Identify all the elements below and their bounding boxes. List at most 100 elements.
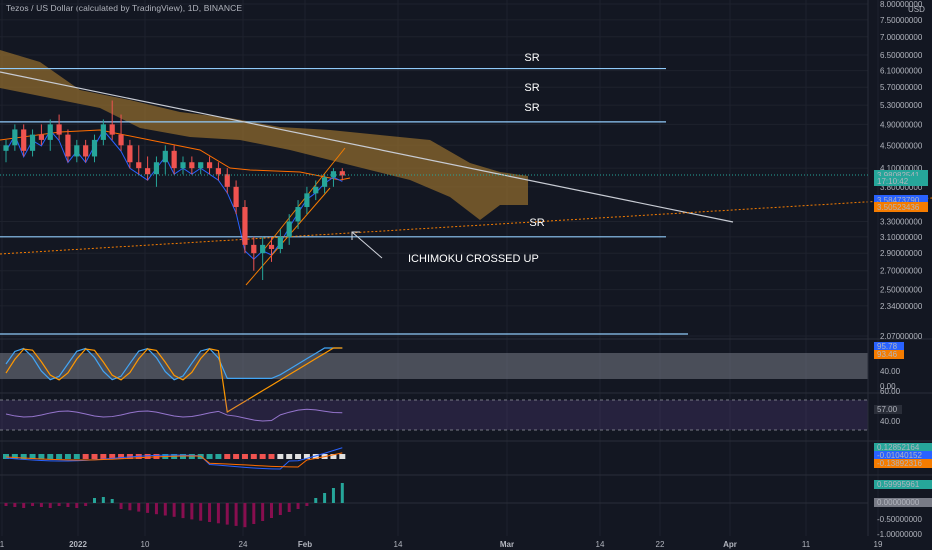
macd-bar [295,454,302,459]
macd-bar [3,454,9,459]
hist-bar [31,503,35,506]
time-tick: 10 [141,540,150,549]
price-tick: 2.50000000 [880,286,923,295]
macd-bar [303,454,310,459]
price-tick: 2.90000000 [880,249,923,258]
indicator-panes [0,338,932,528]
candle-body [224,174,230,187]
candle-body [56,124,62,135]
price-badge [874,195,928,205]
hist-bar [146,503,150,513]
candle-body [251,244,257,254]
ind-badge [874,451,932,460]
candles[interactable] [3,100,345,281]
time-tick: Feb [298,540,312,549]
ind-badge-label: -0.01040152 [877,451,922,460]
hist-bar [84,503,88,506]
chart-title: Tezos / US Dollar (calculated by Trading… [6,3,243,13]
macd-bar [20,454,27,459]
time-tick: 19 [874,540,883,549]
hist-bar [331,488,335,503]
macd-bar [241,454,248,459]
sr-label: SR [524,52,539,64]
annotations: SR SR SR SR ICHIMOKU CROSSED UP [408,52,545,265]
ind-badge-label: 0.12852164 [877,443,920,452]
rsi-line [5,408,343,422]
hist-bar [75,503,79,508]
hist-bar [278,503,282,515]
price-badge [874,176,928,186]
candle-body [242,207,248,245]
hist-bar [323,493,327,503]
candle-body [233,186,239,208]
macd-bar [91,454,98,459]
candle-body [153,162,160,175]
sr-lines [0,67,688,335]
macd-line [5,447,343,470]
macd-bar [56,454,63,459]
hist-bar [57,503,61,506]
price-tick: 2.70000000 [880,267,923,276]
price-tick: 7.00000000 [880,33,923,42]
ind-tick: -0.50000000 [877,515,922,524]
candle-body [295,207,301,222]
price-badge-label: 3.98082541 [877,171,920,180]
candle-body [304,193,310,208]
hist-bar [181,503,185,519]
candle-body [260,244,266,254]
macd-bar [339,454,346,459]
candle-body [38,134,44,140]
hist-bar [137,503,141,512]
time-tick: 22 [656,540,665,549]
sr-label: SR [524,82,539,94]
hist-bar [243,503,247,528]
macd-bar [29,454,36,459]
ind-badge [874,459,932,468]
macd-bar [38,454,45,459]
rsi-band [0,400,868,430]
arrow-head [351,231,360,240]
price-tick: 2.34000000 [880,302,923,311]
macd-bar [206,454,213,459]
time-tick: 1 [0,540,5,549]
ind-badge-label: 0.00000000 [877,498,920,507]
macd-bar [312,454,319,459]
hist-bar [119,503,123,509]
candle-body [277,236,283,250]
candle-body [322,177,328,187]
hist-bar [101,497,105,503]
time-tick: Mar [500,540,514,549]
hist-bar [234,503,238,526]
hist-bar [261,503,265,521]
ind-badge [874,480,932,489]
hist-bar [314,498,318,503]
time-axis[interactable]: 1 2022 10 24 Feb 14 Mar 14 22 Apr 11 19 [0,540,883,549]
macd-bar [100,454,107,459]
price-badge-label: 17:10:42 [877,177,909,186]
macd-bar [224,454,231,459]
candle-body [3,145,9,151]
hist-bar [190,503,194,520]
hist-bar [199,503,203,521]
candle-body [83,145,89,157]
macd-bar [259,454,266,459]
kijun-line [0,129,351,181]
currency-label: USD [908,5,925,14]
macd-bar [286,454,293,459]
macd-bar [250,454,257,459]
ind-badge [874,350,904,359]
price-badge-label: 3.58473790 [877,196,920,205]
hist-bar [287,503,291,512]
annotation-label: ICHIMOKU CROSSED UP [408,253,539,265]
ind-badge-label: 95.78 [877,342,898,351]
macd-bar [233,454,240,459]
price-badge-label: 3.50523436 [877,203,920,212]
candle-body [91,139,98,157]
ind-tick: -1.00000000 [877,530,922,539]
ind-badge-label: 57.00 [877,405,898,414]
price-tick: 4.90000000 [880,120,923,129]
hist-bar [340,483,344,503]
hist-bar [128,503,132,511]
